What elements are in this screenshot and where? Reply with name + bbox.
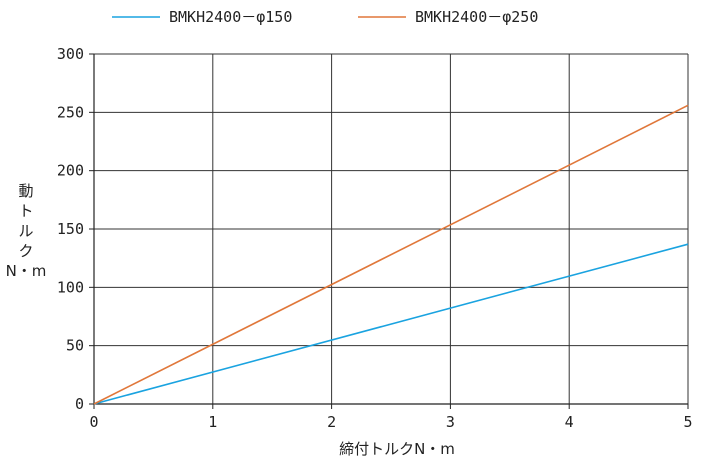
y-axis-label-char: ク <box>18 242 33 260</box>
series-lines <box>93 104 689 405</box>
y-axis-label-char: N・m <box>6 262 47 280</box>
x-tick-label: 5 <box>683 413 692 431</box>
series-line-1 <box>93 243 689 405</box>
x-tick-label: 1 <box>208 413 217 431</box>
y-tick-label: 50 <box>66 337 84 355</box>
y-tick-label: 150 <box>57 220 84 238</box>
y-axis-label-char: 動 <box>18 182 33 200</box>
y-tick-labels: 0 50 100 150 200 250 300 <box>57 45 84 413</box>
legend: BMKH2400－φ150 BMKH2400－φ250 <box>112 8 538 26</box>
x-tick-label: 3 <box>446 413 455 431</box>
y-tick-label: 100 <box>57 278 84 296</box>
x-tick-label: 0 <box>89 413 98 431</box>
legend-label-1: BMKH2400－φ150 <box>169 8 292 26</box>
axes <box>89 53 689 409</box>
series-line-2 <box>93 104 689 405</box>
y-tick-label: 0 <box>75 395 84 413</box>
x-axis-label: 締付トルクN・m <box>339 440 455 458</box>
x-tick-label: 4 <box>565 413 574 431</box>
y-axis-label-char: ト <box>18 202 33 220</box>
grid-lines <box>94 53 689 404</box>
y-tick-label: 250 <box>57 103 84 121</box>
legend-label-2: BMKH2400－φ250 <box>415 8 538 26</box>
y-axis-label-char: ル <box>18 222 33 240</box>
y-tick-label: 300 <box>57 45 84 63</box>
x-tick-labels: 0 1 2 3 4 5 <box>89 413 692 431</box>
x-tick-label: 2 <box>327 413 336 431</box>
y-tick-label: 200 <box>57 162 84 180</box>
